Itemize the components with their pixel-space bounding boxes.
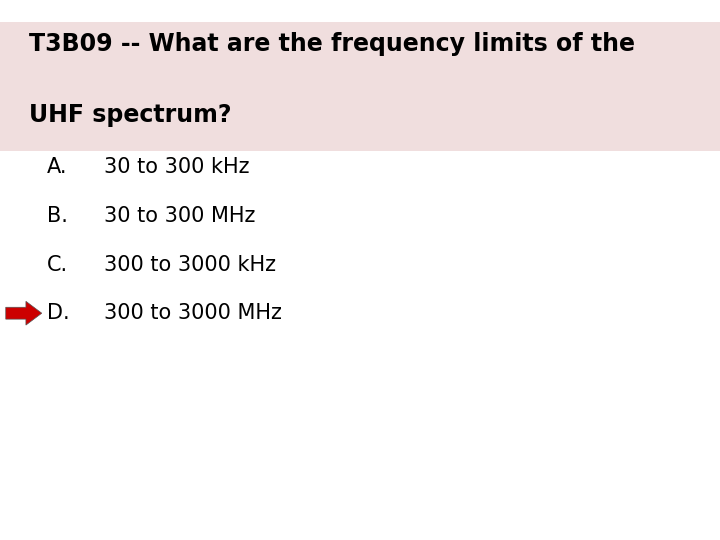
Text: B.: B.: [47, 206, 68, 226]
Text: A.: A.: [47, 157, 67, 178]
Text: 300 to 3000 MHz: 300 to 3000 MHz: [104, 303, 282, 323]
Text: 300 to 3000 kHz: 300 to 3000 kHz: [104, 254, 276, 275]
Text: UHF spectrum?: UHF spectrum?: [29, 103, 231, 126]
Text: D.: D.: [47, 303, 69, 323]
Text: 30 to 300 MHz: 30 to 300 MHz: [104, 206, 256, 226]
FancyBboxPatch shape: [0, 22, 720, 151]
Text: 30 to 300 kHz: 30 to 300 kHz: [104, 157, 250, 178]
Text: T3B09 -- What are the frequency limits of the: T3B09 -- What are the frequency limits o…: [29, 32, 635, 56]
Text: C.: C.: [47, 254, 68, 275]
Polygon shape: [6, 301, 42, 325]
